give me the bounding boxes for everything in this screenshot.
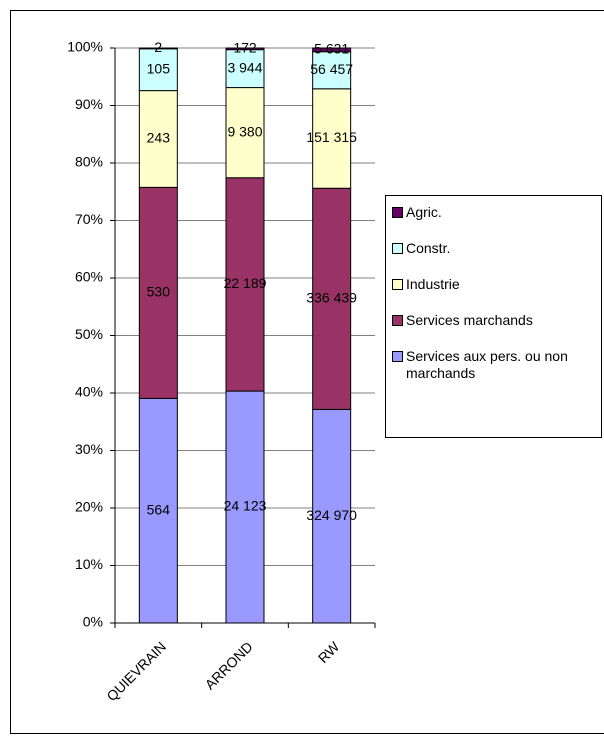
bar-segment [138, 397, 178, 624]
value-label: 243 [147, 130, 171, 146]
value-label: 22 189 [224, 275, 267, 291]
y-tick-label: 40% [75, 384, 103, 400]
legend-item: Services aux pers. ou non marchands [392, 348, 597, 382]
value-label: 172 [233, 40, 257, 56]
bar-segment [225, 177, 265, 392]
y-tick-label: 30% [75, 441, 103, 457]
y-tick-label: 60% [75, 269, 103, 285]
legend-label: Industrie [406, 276, 460, 292]
value-label: 24 123 [224, 498, 267, 514]
value-label: 5 631 [314, 41, 349, 57]
legend-label: Services aux pers. ou non marchands [406, 348, 568, 381]
value-label: 324 970 [306, 507, 357, 523]
value-label: 151 315 [306, 129, 357, 145]
value-label: 3 944 [227, 59, 262, 75]
legend-swatch [392, 243, 403, 254]
legend-item: Constr. [392, 240, 597, 257]
bar-segment [138, 47, 178, 50]
bar-segment [138, 48, 178, 92]
value-label: 336 439 [306, 290, 357, 306]
bar-segment [312, 88, 352, 189]
bar-segment [225, 49, 265, 89]
y-tick-label: 50% [75, 326, 103, 342]
y-tick-label: 80% [75, 154, 103, 170]
value-label: 9 380 [227, 123, 262, 139]
y-tick-label: 70% [75, 211, 103, 227]
legend-swatch [392, 279, 403, 290]
value-label: 564 [147, 501, 171, 517]
y-tick-label: 0% [83, 614, 103, 630]
value-label: 2 [154, 39, 162, 55]
bar-segment [225, 390, 265, 624]
legend: Agric. Constr. Industrie Services marchands… [385, 195, 602, 438]
legend-swatch [392, 315, 403, 326]
y-tick-label: 20% [75, 499, 103, 515]
bar-segment [138, 90, 178, 188]
bar-segment [312, 47, 352, 53]
bar-segment [225, 87, 265, 179]
value-label: 56 457 [310, 61, 353, 77]
value-label: 530 [147, 284, 171, 300]
legend-label: Constr. [406, 240, 451, 256]
value-label: 105 [147, 60, 171, 76]
legend-item: Agric. [392, 204, 597, 221]
legend-label: Agric. [406, 204, 442, 220]
bar-segment [225, 47, 265, 51]
legend-swatch [392, 351, 403, 362]
y-tick-label: 10% [75, 556, 103, 572]
legend-item: Industrie [392, 276, 597, 293]
legend-swatch [392, 207, 403, 218]
legend-item: Services marchands [392, 312, 597, 329]
legend-label: Services marchands [406, 312, 533, 328]
y-tick-label: 90% [75, 96, 103, 112]
y-tick-label: 100% [67, 39, 103, 55]
